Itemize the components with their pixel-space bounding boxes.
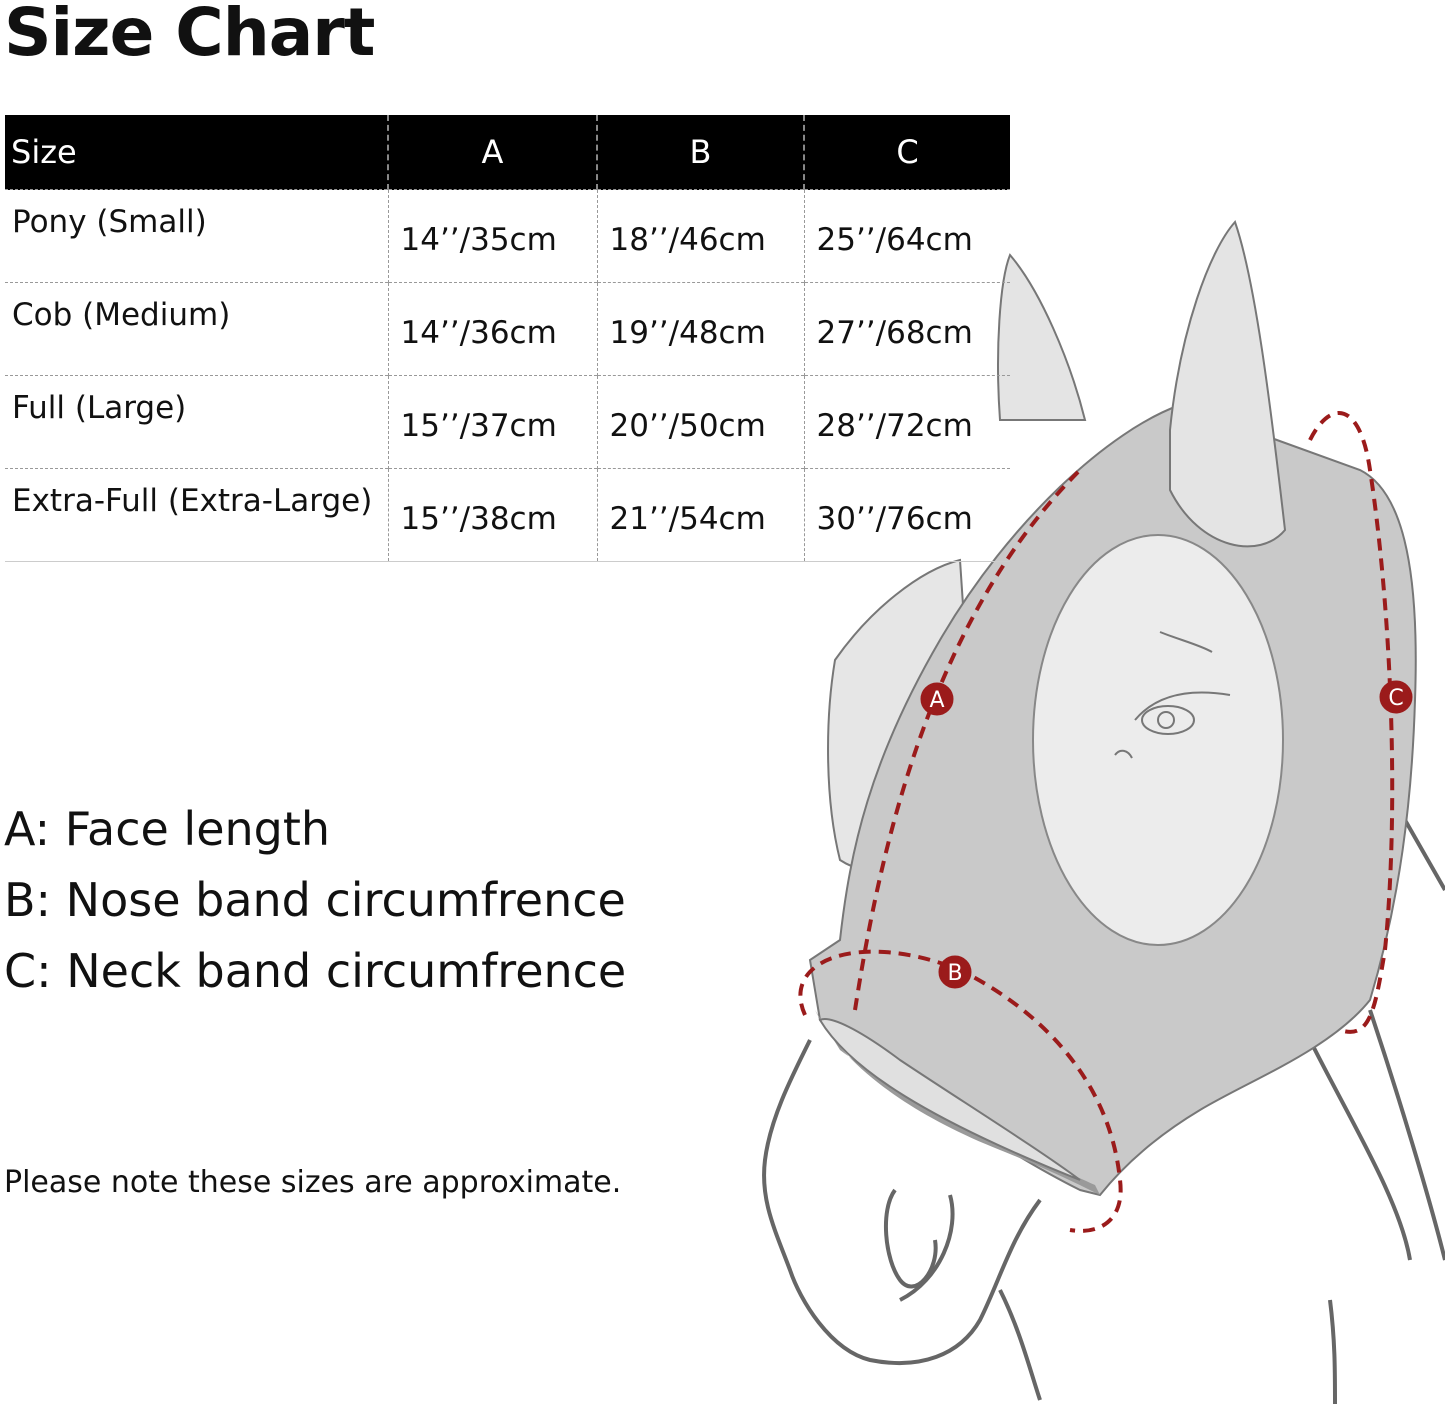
horse-head-outline [762,819,1445,1404]
cell-b: 19’’/48cm [596,282,804,376]
cell-a: 14’’/35cm [387,189,597,283]
header-b: B [596,115,804,190]
cell-b: 21’’/54cm [596,468,804,562]
marker-c-label: C [1388,686,1403,711]
eye-mesh [1032,534,1284,946]
cell-size: Pony (Small) [5,189,388,283]
cell-c: 27’’/68cm [803,282,1010,376]
table-row: Pony (Small) 14’’/35cm 18’’/46cm 25’’/64… [5,189,1010,283]
table-row: Cob (Medium) 14’’/36cm 19’’/48cm 27’’/68… [5,282,1010,376]
cell-c: 28’’/72cm [803,375,1010,469]
nose-opening [818,1018,1081,1181]
marker-b [938,955,972,989]
cell-b: 18’’/46cm [596,189,804,283]
cell-size: Cob (Medium) [5,282,388,376]
table-header-row: Size A B C [5,115,1010,190]
cell-a: 15’’/37cm [387,375,597,469]
ear-left-icon [997,253,1087,421]
cell-a: 14’’/36cm [387,282,597,376]
ear-right-icon [1169,220,1287,548]
cell-size: Extra-Full (Extra-Large) [5,468,388,562]
size-table: Size A B C Pony (Small) 14’’/35cm 18’’/4… [5,115,1010,562]
header-size: Size [5,115,388,190]
approximate-note: Please note these sizes are approximate. [4,1165,622,1200]
legend-b: B: Nose band circumfrence [4,873,626,927]
legend-c: C: Neck band circumfrence [4,944,627,998]
cell-c: 25’’/64cm [803,189,1010,283]
measure-lines [798,411,1395,1233]
eye-icon [1114,631,1231,759]
legend-a: A: Face length [4,802,331,856]
cell-size: Full (Large) [5,375,388,469]
cell-a: 15’’/38cm [387,468,597,562]
marker-a [920,682,954,716]
header-a: A [387,115,597,190]
marker-b-label: B [947,961,962,986]
cell-c: 30’’/76cm [803,468,1010,562]
marker-a-label: A [929,688,944,713]
marker-c [1379,680,1413,714]
page-title: Size Chart [4,0,375,71]
cell-b: 20’’/50cm [596,375,804,469]
table-row: Full (Large) 15’’/37cm 20’’/50cm 28’’/72… [5,375,1010,469]
header-c: C [803,115,1010,190]
table-row: Extra-Full (Extra-Large) 15’’/38cm 21’’/… [5,468,1010,562]
